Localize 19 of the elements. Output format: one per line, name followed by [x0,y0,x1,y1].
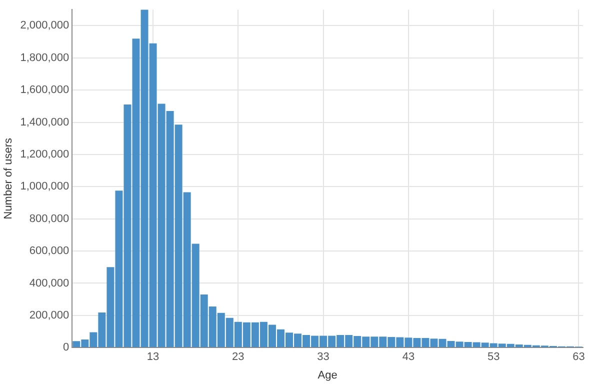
y-tick-label: 1,200,000 [20,148,70,160]
y-tick-label: 1,000,000 [20,180,70,193]
y-tick-label: 200,000 [29,309,70,322]
x-tick-label: 13 [146,351,160,364]
x-tick-label: 23 [232,351,244,364]
x-tick-label: 33 [317,351,330,364]
y-tick-label: 1,600,000 [20,84,70,96]
y-tick-label: 2,000,000 [20,20,70,32]
y-tick-label: 1,800,000 [20,52,70,64]
x-tick-label: 63 [572,351,585,364]
y-tick-label: 1,400,000 [20,116,70,128]
y-tick-label: 0 [63,342,70,354]
y-tick-label: 800,000 [29,212,70,225]
x-axis-title: Age [318,369,338,382]
y-tick-label: 400,000 [29,277,70,290]
x-tick-label: 53 [487,351,500,364]
y-tick-label: 600,000 [29,245,70,258]
x-tick-label: 43 [402,351,415,364]
y-axis-title: Number of users [2,137,15,220]
